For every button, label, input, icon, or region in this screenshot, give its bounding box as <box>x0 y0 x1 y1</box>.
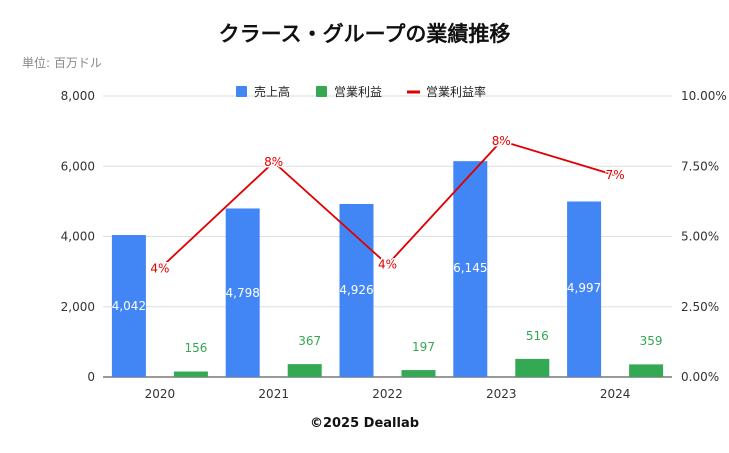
operating-income-bar <box>287 364 322 377</box>
x-tick-label: 2022 <box>372 387 403 401</box>
sales-data-label: 6,145 <box>453 261 487 275</box>
sales-data-label: 4,926 <box>339 283 373 297</box>
legend-label: 営業利益 <box>334 85 382 99</box>
y-right-tick-label: 10.00% <box>681 89 727 103</box>
operating-margin-data-label: 7% <box>606 168 625 182</box>
sales-bar <box>339 203 374 377</box>
operating-income-bar <box>401 370 436 377</box>
y-left-tick-label: 0 <box>87 370 95 384</box>
operating-income-data-label: 197 <box>412 340 435 354</box>
operating-income-bar <box>629 364 664 377</box>
y-left-tick-label: 4,000 <box>61 230 95 244</box>
operating-income-bar <box>173 371 208 377</box>
y-left-tick-label: 8,000 <box>61 89 95 103</box>
x-tick-label: 2023 <box>486 387 517 401</box>
operating-margin-data-label: 4% <box>378 258 397 272</box>
y-left-tick-label: 6,000 <box>61 159 95 173</box>
legend-label: 売上高 <box>254 84 290 99</box>
legend-label: 営業利益率 <box>426 84 486 99</box>
sales-bar <box>225 208 260 377</box>
y-right-tick-label: 7.50% <box>681 159 719 173</box>
sales-data-label: 4,042 <box>112 299 146 313</box>
operating-income-bar <box>515 358 550 377</box>
sales-data-label: 4,798 <box>226 286 260 300</box>
x-tick-label: 2021 <box>258 387 289 401</box>
operating-income-data-label: 156 <box>184 341 207 355</box>
sales-bar <box>567 201 602 377</box>
copyright-footer: ©2025 Deallab <box>309 416 420 431</box>
operating-income-data-label: 516 <box>526 329 549 343</box>
sales-bar <box>111 235 146 377</box>
y-right-tick-label: 2.50% <box>681 300 719 314</box>
unit-label: 単位: 百万ドル <box>22 56 102 70</box>
operating-income-data-label: 367 <box>298 334 321 348</box>
x-tick-label: 2024 <box>600 387 631 401</box>
y-right-tick-label: 5.00% <box>681 230 719 244</box>
operating-margin-data-label: 4% <box>150 262 169 276</box>
sales-data-label: 4,997 <box>567 281 601 295</box>
y-left-tick-label: 2,000 <box>61 300 95 314</box>
operating-income-data-label: 359 <box>640 334 663 348</box>
chart-title: クラース・グループの業績推移 <box>218 22 511 46</box>
sales-bar <box>453 161 488 377</box>
x-tick-label: 2020 <box>145 387 176 401</box>
operating-margin-data-label: 8% <box>264 155 283 169</box>
operating-margin-data-label: 8% <box>492 134 511 148</box>
legend-swatch <box>316 86 327 97</box>
y-right-tick-label: 0.00% <box>681 370 719 384</box>
operating-margin-line <box>159 139 616 270</box>
legend-swatch <box>236 86 247 97</box>
